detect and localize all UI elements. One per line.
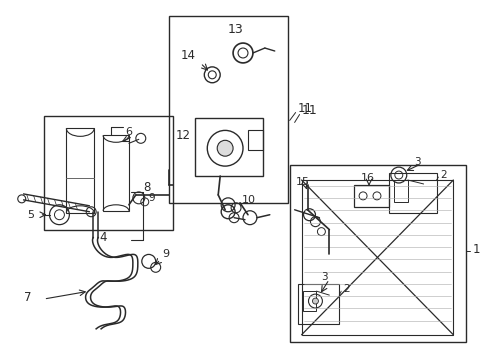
Text: 9: 9 <box>163 249 169 260</box>
Bar <box>247 130 263 150</box>
Bar <box>195 118 263 176</box>
Text: 15: 15 <box>295 177 309 187</box>
Bar <box>297 284 339 324</box>
Text: 13: 13 <box>228 23 244 36</box>
Text: 16: 16 <box>360 173 374 183</box>
Text: 9: 9 <box>148 193 155 203</box>
Bar <box>103 135 129 211</box>
Text: 11: 11 <box>297 102 312 115</box>
Text: 5: 5 <box>28 210 35 220</box>
Text: 10: 10 <box>242 195 256 205</box>
Text: 2: 2 <box>440 170 446 180</box>
Bar <box>353 185 388 207</box>
Bar <box>302 291 316 311</box>
Text: 14: 14 <box>180 49 195 63</box>
Text: 6: 6 <box>124 127 132 138</box>
Bar <box>43 116 172 230</box>
Bar <box>66 129 94 213</box>
Text: 8: 8 <box>142 181 150 194</box>
Text: 1: 1 <box>471 243 479 256</box>
Text: 7: 7 <box>24 291 31 303</box>
Bar <box>393 180 407 202</box>
Text: 2: 2 <box>343 284 349 294</box>
Text: 3: 3 <box>413 157 420 167</box>
Text: 4: 4 <box>99 231 107 244</box>
Bar <box>301 180 452 335</box>
Bar <box>388 173 436 213</box>
Text: 11: 11 <box>301 104 317 117</box>
Bar <box>168 16 287 203</box>
Text: 12: 12 <box>175 129 190 142</box>
Circle shape <box>217 140 233 156</box>
Bar <box>289 165 466 342</box>
Circle shape <box>312 298 318 304</box>
Text: 3: 3 <box>321 272 327 282</box>
